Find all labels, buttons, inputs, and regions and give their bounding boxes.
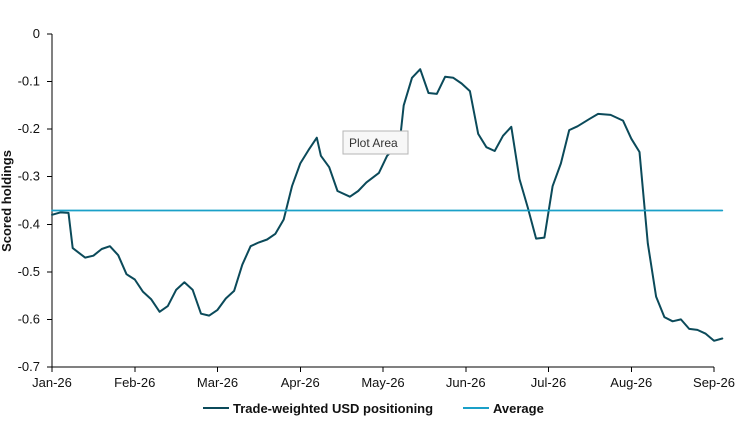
y-axis-title: Scored holdings — [0, 150, 14, 252]
legend-label-trade-weighted-usd-positioning: Trade-weighted USD positioning — [233, 401, 433, 416]
x-tick-label: Jan-26 — [32, 375, 72, 390]
y-tick-label: 0 — [33, 26, 40, 41]
x-tick-label: Feb-26 — [114, 375, 155, 390]
x-tick-label: Jul-26 — [531, 375, 566, 390]
y-tick-label: -0.5 — [18, 264, 40, 279]
x-tick-label: Aug-26 — [610, 375, 652, 390]
x-tick-label: Sep-26 — [693, 375, 735, 390]
series-line-trade-weighted-usd-positioning — [51, 68, 724, 342]
y-tick-label: -0.7 — [18, 359, 40, 374]
tooltip-box — [342, 130, 409, 155]
x-tick-label: Mar-26 — [197, 375, 238, 390]
y-tick-label: -0.1 — [18, 74, 40, 89]
tooltip-label: Plot Area — [349, 136, 398, 150]
x-tick-label: Apr-26 — [281, 375, 320, 390]
x-tick-label: May-26 — [361, 375, 404, 390]
legend-label-average: Average — [493, 401, 544, 416]
x-tick-label: Jun-26 — [446, 375, 486, 390]
y-tick-label: -0.4 — [18, 216, 40, 231]
y-tick-label: -0.2 — [18, 121, 40, 136]
y-tick-label: -0.3 — [18, 169, 40, 184]
y-tick-label: -0.6 — [18, 311, 40, 326]
